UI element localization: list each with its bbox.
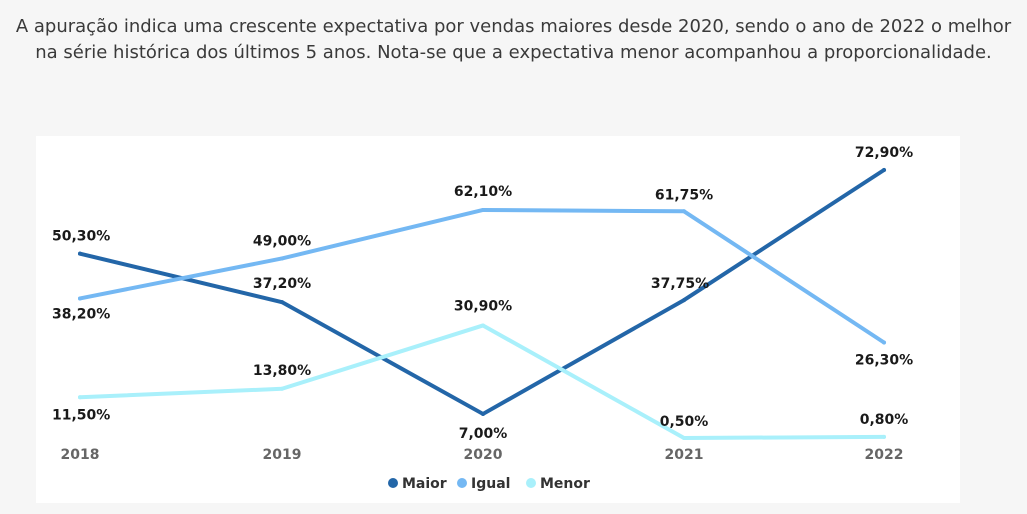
series-lines	[78, 168, 886, 440]
data-label-maior-2019: 37,20%	[253, 276, 311, 292]
intro-line-1: A apuração indica uma crescente expectat…	[15, 16, 1012, 37]
data-point-maior-2018	[78, 251, 82, 256]
data-point-maior-2019	[280, 300, 284, 305]
data-label-menor-2019: 13,80%	[253, 363, 311, 379]
data-label-igual-2018: 38,20%	[52, 306, 110, 322]
intro-text: A apuração indica uma crescente expectat…	[0, 14, 1027, 66]
legend-label-menor: Menor	[540, 476, 590, 492]
x-tick-label-2019: 2019	[263, 447, 302, 463]
chart-card: 50,30% 37,20% 7,00% 37,75% 72,90% 38,20% 49,00…	[36, 136, 960, 503]
data-point-menor-2019	[280, 386, 284, 391]
data-label-menor-2020: 30,90%	[454, 298, 512, 314]
data-point-igual-2021	[682, 209, 686, 214]
data-label-maior-2020: 7,00%	[459, 426, 508, 442]
intro-line-2: na série histórica dos últimos 5 anos. N…	[35, 42, 992, 63]
data-point-menor-2021	[682, 436, 686, 440]
data-point-menor-2022	[882, 434, 886, 439]
x-tick-label-2021: 2021	[665, 447, 704, 463]
x-tick-label-2020: 2020	[464, 447, 503, 463]
data-point-igual-2020	[481, 207, 485, 212]
data-point-maior-2022	[882, 168, 886, 172]
data-label-menor-2021: 0,50%	[660, 414, 709, 430]
legend-label-maior: Maior	[402, 476, 447, 492]
data-point-igual-2022	[882, 340, 886, 345]
data-label-maior-2022: 72,90%	[855, 145, 913, 161]
data-point-menor-2020	[481, 323, 485, 328]
series-line-menor	[78, 323, 886, 440]
x-tick-label-2022: 2022	[865, 447, 904, 463]
data-label-menor-2018: 11,50%	[52, 407, 110, 423]
data-label-maior-2018: 50,30%	[52, 229, 110, 245]
data-label-menor-2022: 0,80%	[860, 412, 909, 428]
legend-marker-igual	[457, 478, 467, 488]
data-label-igual-2020: 62,10%	[454, 184, 512, 200]
series-line-igual	[78, 207, 886, 345]
line-chart: 50,30% 37,20% 7,00% 37,75% 72,90% 38,20% 49,00…	[52, 145, 913, 492]
data-label-igual-2022: 26,30%	[855, 352, 913, 368]
data-point-menor-2018	[78, 395, 82, 400]
data-point-maior-2021	[682, 298, 686, 303]
legend: Maior Igual Menor	[388, 476, 590, 492]
legend-marker-menor	[526, 478, 536, 488]
data-point-igual-2019	[280, 256, 284, 261]
data-label-maior-2021: 37,75%	[651, 276, 709, 292]
series-line-maior	[78, 168, 886, 416]
data-label-igual-2019: 49,00%	[253, 233, 311, 249]
legend-label-igual: Igual	[471, 476, 510, 492]
x-tick-label-2018: 2018	[61, 447, 100, 463]
legend-marker-maior	[388, 478, 398, 488]
data-point-igual-2018	[78, 296, 82, 301]
x-axis-ticks: 2018 2019 2020 2021 2022	[61, 447, 904, 463]
data-label-igual-2021: 61,75%	[655, 187, 713, 203]
data-point-maior-2020	[481, 411, 485, 416]
data-labels: 50,30% 37,20% 7,00% 37,75% 72,90% 38,20% 49,00…	[52, 145, 913, 442]
